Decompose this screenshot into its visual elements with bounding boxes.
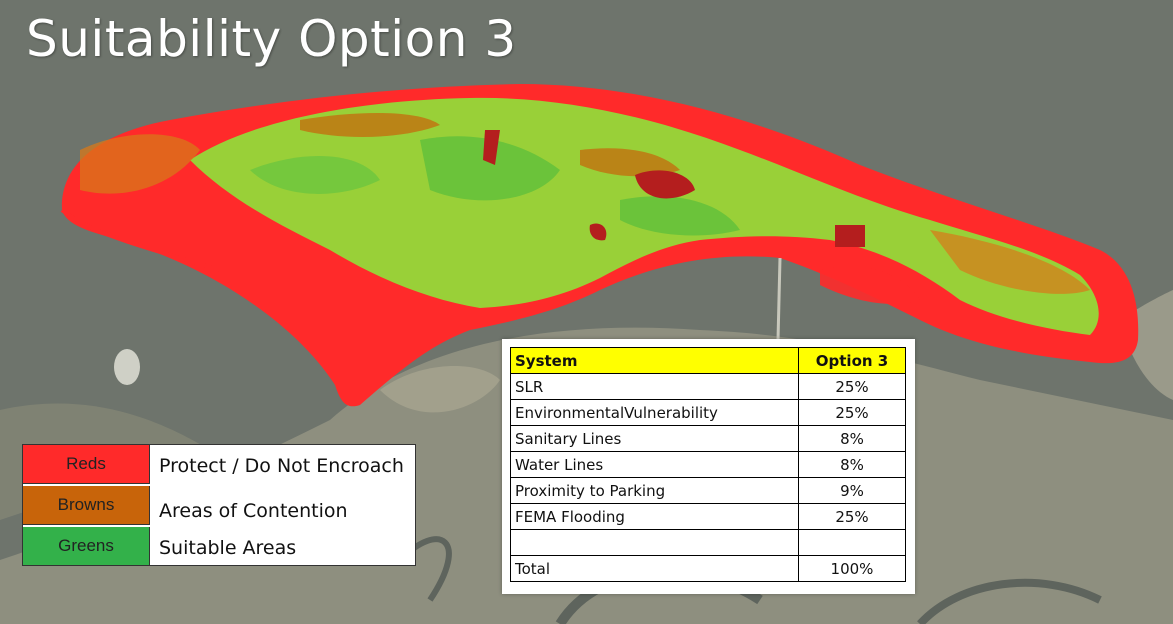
weights-table-panel: System Option 3 SLR 25% EnvironmentalVul… [502, 339, 915, 594]
table-header-row: System Option 3 [510, 347, 906, 374]
total-label: Total [510, 555, 799, 582]
row-value: 25% [798, 399, 906, 426]
header-option: Option 3 [798, 347, 906, 374]
table-row: Proximity to Parking 9% [510, 477, 906, 504]
map-legend: Reds Protect / Do Not Encroach Browns Ar… [22, 444, 416, 566]
page-title: Suitability Option 3 [26, 10, 517, 68]
legend-row-contention: Browns Areas of Contention [23, 486, 415, 526]
row-system: SLR [510, 373, 799, 400]
legend-label-suitable: Suitable Areas [159, 537, 297, 559]
row-system: Sanitary Lines [510, 425, 799, 452]
weights-table: System Option 3 SLR 25% EnvironmentalVul… [510, 347, 906, 582]
row-value: 8% [798, 425, 906, 452]
total-value: 100% [798, 555, 906, 582]
table-row: Water Lines 8% [510, 451, 906, 478]
table-row: FEMA Flooding 25% [510, 503, 906, 530]
legend-swatch-greens: Greens [23, 527, 150, 565]
row-system: FEMA Flooding [510, 503, 799, 530]
table-row: SLR 25% [510, 373, 906, 400]
row-system: Proximity to Parking [510, 477, 799, 504]
legend-row-protect: Reds Protect / Do Not Encroach [23, 445, 415, 485]
row-system-empty [510, 529, 799, 556]
table-total-row: Total 100% [510, 555, 906, 582]
legend-swatch-browns: Browns [23, 486, 150, 525]
legend-swatch-reds: Reds [23, 445, 150, 484]
legend-label-contention: Areas of Contention [159, 500, 348, 522]
row-value: 25% [798, 373, 906, 400]
row-system: Water Lines [510, 451, 799, 478]
table-row-empty [510, 529, 906, 556]
legend-row-suitable: Greens Suitable Areas [23, 527, 415, 567]
row-system: EnvironmentalVulnerability [510, 399, 799, 426]
header-system: System [510, 347, 799, 374]
table-row: Sanitary Lines 8% [510, 425, 906, 452]
legend-label-protect: Protect / Do Not Encroach [159, 455, 404, 477]
row-value: 25% [798, 503, 906, 530]
row-value-empty [798, 529, 906, 556]
row-value: 9% [798, 477, 906, 504]
table-row: EnvironmentalVulnerability 25% [510, 399, 906, 426]
row-value: 8% [798, 451, 906, 478]
